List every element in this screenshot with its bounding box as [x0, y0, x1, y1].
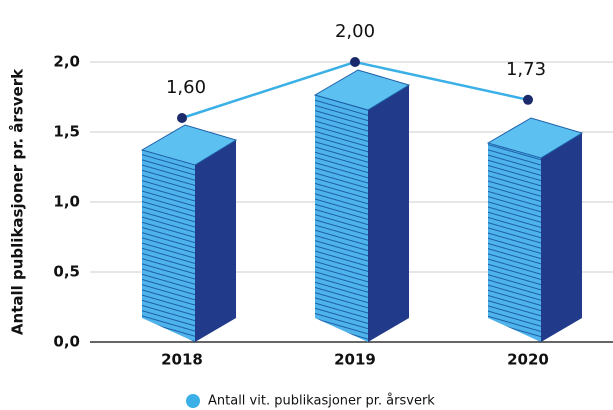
- stack-front: [142, 150, 195, 342]
- y-tick-label: 0,5: [53, 263, 80, 281]
- legend-label: Antall vit. publikasjoner pr. årsverk: [208, 394, 435, 409]
- y-tick-label: 1,5: [53, 123, 80, 141]
- point: [177, 113, 187, 123]
- y-tick-label: 0,0: [53, 333, 80, 351]
- y-tick-label: 2,0: [53, 53, 80, 71]
- stack-front: [315, 95, 368, 342]
- legend-marker: [186, 394, 200, 408]
- stack-side: [541, 133, 582, 342]
- value-label: 1,73: [506, 59, 546, 80]
- value-label: 2,00: [335, 21, 375, 42]
- stack-side: [195, 140, 236, 342]
- chart: Antall publikasjoner pr. årsverk Antall …: [0, 0, 613, 410]
- x-tick-label: 2018: [161, 351, 203, 369]
- point: [350, 57, 360, 67]
- point: [523, 95, 533, 105]
- stack-side: [368, 85, 409, 342]
- x-tick-label: 2020: [507, 351, 549, 369]
- x-tick-label: 2019: [334, 351, 376, 369]
- value-label: 1,60: [166, 77, 206, 98]
- y-axis-label: Antall publikasjoner pr. årsverk: [9, 68, 27, 335]
- stack-front: [488, 143, 541, 342]
- y-tick-label: 1,0: [53, 193, 80, 211]
